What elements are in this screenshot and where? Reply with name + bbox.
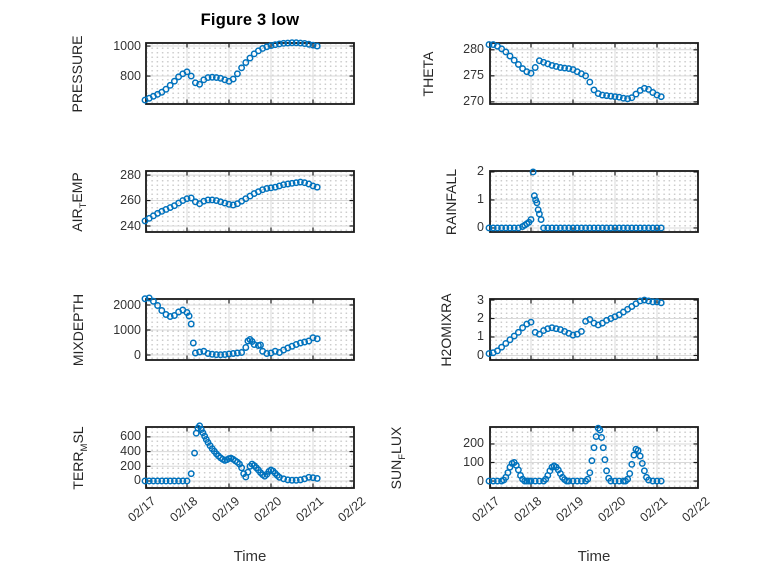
scatter-canvas bbox=[485, 41, 699, 105]
y-tick-label: 1000 bbox=[113, 38, 141, 53]
x-tick-label: 02/20 bbox=[595, 494, 628, 525]
data-series bbox=[485, 168, 665, 232]
subplot-air-temp bbox=[141, 170, 355, 233]
y-axis-label: SUNFLUX bbox=[388, 426, 408, 489]
y-tick-label: 100 bbox=[463, 455, 484, 469]
y-tick-label: 200 bbox=[463, 436, 484, 451]
x-tick-label: 02/22 bbox=[679, 494, 712, 525]
x-tick-label: 02/21 bbox=[293, 494, 326, 525]
scatter-canvas bbox=[485, 168, 699, 233]
x-tick-label: 02/19 bbox=[209, 494, 242, 525]
y-tick-label: 275 bbox=[463, 68, 484, 83]
x-tick-label: 02/17 bbox=[125, 494, 158, 525]
scatter-canvas bbox=[485, 424, 699, 489]
data-series bbox=[485, 424, 665, 485]
y-tick-label: 1 bbox=[477, 329, 484, 344]
scatter-canvas bbox=[141, 422, 355, 489]
y-tick-label: 0 bbox=[134, 473, 141, 488]
y-tick-label: 0 bbox=[477, 473, 484, 488]
scatter-canvas bbox=[141, 294, 355, 361]
y-tick-label: 800 bbox=[120, 68, 141, 83]
y-axis-label: H2OMIXRA bbox=[438, 292, 454, 367]
x-axis-label: Time bbox=[233, 548, 267, 565]
y-tick-label: 1000 bbox=[113, 322, 141, 337]
scatter-canvas bbox=[141, 170, 355, 233]
x-tick-label: 02/18 bbox=[511, 494, 544, 525]
y-tick-label: 270 bbox=[463, 94, 484, 109]
subplot-h2omixra bbox=[485, 296, 699, 361]
subplot-pressure bbox=[141, 39, 355, 105]
y-tick-label: 0 bbox=[477, 347, 484, 362]
figure-title: Figure 3 low bbox=[200, 11, 300, 29]
data-series bbox=[141, 422, 321, 485]
y-tick-label: 3 bbox=[477, 292, 484, 307]
y-tick-label: 2 bbox=[477, 311, 484, 325]
subplot-theta bbox=[485, 41, 699, 105]
y-tick-label: 260 bbox=[120, 193, 141, 208]
x-tick-label: 02/22 bbox=[335, 494, 368, 525]
x-tick-label: 02/19 bbox=[553, 494, 586, 525]
y-tick-label: 280 bbox=[463, 42, 484, 57]
x-tick-label: 02/17 bbox=[469, 494, 502, 525]
subplot-rainfall bbox=[485, 168, 699, 233]
y-tick-label: 240 bbox=[120, 218, 141, 233]
minor-grid bbox=[147, 428, 353, 487]
y-tick-label: 200 bbox=[120, 458, 141, 473]
x-tick-label: 02/20 bbox=[251, 494, 284, 525]
y-tick-label: 400 bbox=[120, 444, 141, 459]
y-tick-label: 600 bbox=[120, 429, 141, 444]
x-tick-label: 02/18 bbox=[167, 494, 200, 525]
data-series bbox=[141, 39, 321, 104]
y-tick-label: 1 bbox=[477, 192, 484, 207]
data-series bbox=[141, 294, 321, 359]
data-series bbox=[141, 178, 321, 225]
subplot-mixdepth bbox=[141, 294, 355, 361]
x-tick-label: 02/21 bbox=[637, 494, 670, 525]
y-tick-label: 0 bbox=[134, 347, 141, 362]
y-tick-label: 2000 bbox=[113, 297, 141, 312]
y-axis-label: THETA bbox=[420, 51, 436, 96]
minor-grid bbox=[147, 44, 353, 103]
scatter-canvas bbox=[141, 39, 355, 105]
subplot-terr-msl bbox=[141, 422, 355, 489]
y-tick-label: 0 bbox=[477, 220, 484, 235]
y-axis-label: TERRMSL bbox=[70, 425, 90, 490]
data-series bbox=[485, 296, 665, 358]
data-series bbox=[485, 41, 665, 103]
x-axis-label: Time bbox=[577, 548, 611, 565]
y-tick-label: 280 bbox=[120, 167, 141, 182]
y-tick-label: 2 bbox=[477, 164, 484, 179]
subplot-sun-flux bbox=[485, 424, 699, 489]
scatter-canvas bbox=[485, 296, 699, 361]
